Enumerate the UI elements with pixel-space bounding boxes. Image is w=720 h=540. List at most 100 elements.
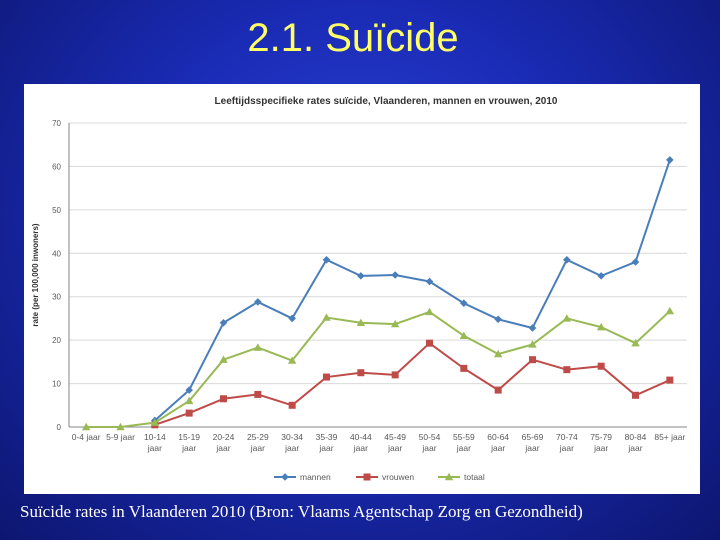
- x-tick-label-line: 55-59: [453, 432, 475, 442]
- x-tick-label-line: 45-49: [384, 432, 406, 442]
- x-tick-label-line: 20-24: [213, 432, 235, 442]
- data-point: [357, 272, 365, 280]
- x-tick-label-line: 40-44: [350, 432, 372, 442]
- data-point: [150, 418, 160, 426]
- x-tick-label: 50-54 jaar: [419, 432, 441, 453]
- x-tick-label-line: jaar: [181, 443, 196, 453]
- data-point: [563, 256, 571, 264]
- x-tick-label-line: jaar: [490, 443, 505, 453]
- x-tick-label-line: 65-69: [522, 432, 544, 442]
- data-point: [426, 339, 433, 347]
- data-point: [253, 343, 263, 351]
- data-point: [219, 318, 228, 327]
- data-point: [666, 156, 674, 164]
- x-tick-label-line: 70-74: [556, 432, 578, 442]
- x-tick-label-line: jaar: [318, 443, 333, 453]
- x-tick-label: 60-64 jaar: [487, 432, 509, 453]
- data-point: [391, 371, 399, 379]
- data-point: [287, 356, 297, 364]
- x-tick-label-line: 5-9 jaar: [106, 432, 135, 442]
- x-tick-label: 85+ jaar: [654, 432, 685, 442]
- data-point: [493, 349, 503, 358]
- x-tick-label-line: 15-19: [178, 432, 200, 442]
- x-tick-label: 55-59 jaar: [453, 432, 475, 453]
- x-tick-label: 65-69 jaar: [522, 432, 544, 453]
- data-point: [665, 306, 675, 315]
- y-tick-label: 10: [52, 380, 61, 389]
- x-tick-label-line: jaar: [559, 443, 574, 453]
- x-tick-label: 75-79 jaar: [590, 432, 612, 453]
- x-tick-label-line: jaar: [421, 443, 436, 453]
- y-tick-label: 60: [52, 162, 61, 171]
- data-point: [288, 314, 296, 323]
- x-tick-label: 25-29 jaar: [247, 432, 269, 453]
- data-point: [597, 362, 605, 370]
- data-point: [528, 324, 537, 332]
- x-tick-label-line: jaar: [387, 443, 402, 453]
- x-tick-label-line: jaar: [524, 443, 539, 453]
- line-chart: Leeftijdsspecifieke rates suïcide, Vlaan…: [31, 96, 687, 482]
- x-tick-label-line: 60-64: [487, 432, 509, 442]
- series-totaal: [81, 306, 675, 431]
- series-line: [154, 159, 671, 422]
- data-point: [288, 401, 296, 409]
- x-tick-label-line: jaar: [456, 443, 471, 453]
- y-tick-label: 0: [57, 423, 62, 432]
- legend-item-totaal: totaal: [438, 472, 485, 482]
- x-tick-label: 20-24 jaar: [213, 432, 235, 453]
- series-line: [86, 310, 671, 428]
- x-tick-label-line: 35-39: [316, 432, 338, 442]
- x-tick-label-line: jaar: [353, 443, 368, 453]
- x-tick-label-line: jaar: [147, 443, 162, 453]
- data-point: [185, 409, 193, 417]
- x-tick-label-line: 75-79: [590, 432, 612, 442]
- x-tick-label-line: jaar: [627, 443, 642, 453]
- data-point: [184, 396, 194, 405]
- x-tick-label: 5-9 jaar: [106, 432, 135, 442]
- x-tick-label-line: 50-54: [419, 432, 441, 442]
- legend-label: totaal: [464, 472, 485, 482]
- data-point: [563, 366, 571, 374]
- x-tick-label: 15-19 jaar: [178, 432, 200, 453]
- data-point: [363, 473, 371, 481]
- data-point: [357, 369, 365, 377]
- y-tick-label: 70: [52, 119, 61, 128]
- x-tick-label-line: 10-14: [144, 432, 166, 442]
- data-point: [391, 271, 399, 279]
- data-point: [281, 473, 289, 481]
- data-point: [494, 315, 502, 324]
- x-tick-label: 30-34 jaar: [281, 432, 303, 453]
- x-tick-label: 45-49 jaar: [384, 432, 406, 453]
- data-point: [219, 355, 228, 363]
- data-point: [666, 376, 674, 384]
- x-tick-label-line: jaar: [250, 443, 265, 453]
- y-tick-label: 40: [52, 249, 61, 258]
- data-point: [254, 298, 262, 306]
- data-point: [494, 386, 502, 394]
- y-axis-label: rate (per 100,000 inwoners): [31, 223, 40, 326]
- x-tick-label: 80-84 jaar: [625, 432, 647, 453]
- chart-panel: Leeftijdsspecifieke rates suïcide, Vlaan…: [24, 84, 700, 494]
- data-point: [390, 319, 400, 328]
- x-tick-label-line: 80-84: [625, 432, 647, 442]
- y-tick-label: 30: [52, 293, 61, 302]
- data-point: [185, 386, 193, 394]
- x-tick-label: 70-74 jaar: [556, 432, 578, 453]
- data-point: [254, 390, 262, 398]
- data-point: [597, 272, 605, 280]
- data-point: [425, 277, 434, 286]
- data-point: [323, 373, 330, 381]
- data-point: [529, 356, 536, 364]
- slide-title: 2.1. Suïcide: [247, 16, 459, 60]
- slide-caption: Suïcide rates in Vlaanderen 2010 (Bron: …: [20, 502, 583, 521]
- legend-label: vrouwen: [382, 472, 414, 482]
- legend-item-mannen: mannen: [274, 472, 331, 482]
- x-tick-label-line: 25-29: [247, 432, 269, 442]
- x-tick-label: 35-39 jaar: [316, 432, 338, 453]
- x-tick-label: 10-14 jaar: [144, 432, 166, 453]
- data-point: [596, 322, 606, 331]
- data-point: [460, 364, 468, 372]
- legend-label: mannen: [300, 472, 331, 482]
- data-point: [631, 338, 640, 347]
- series-line: [154, 342, 671, 426]
